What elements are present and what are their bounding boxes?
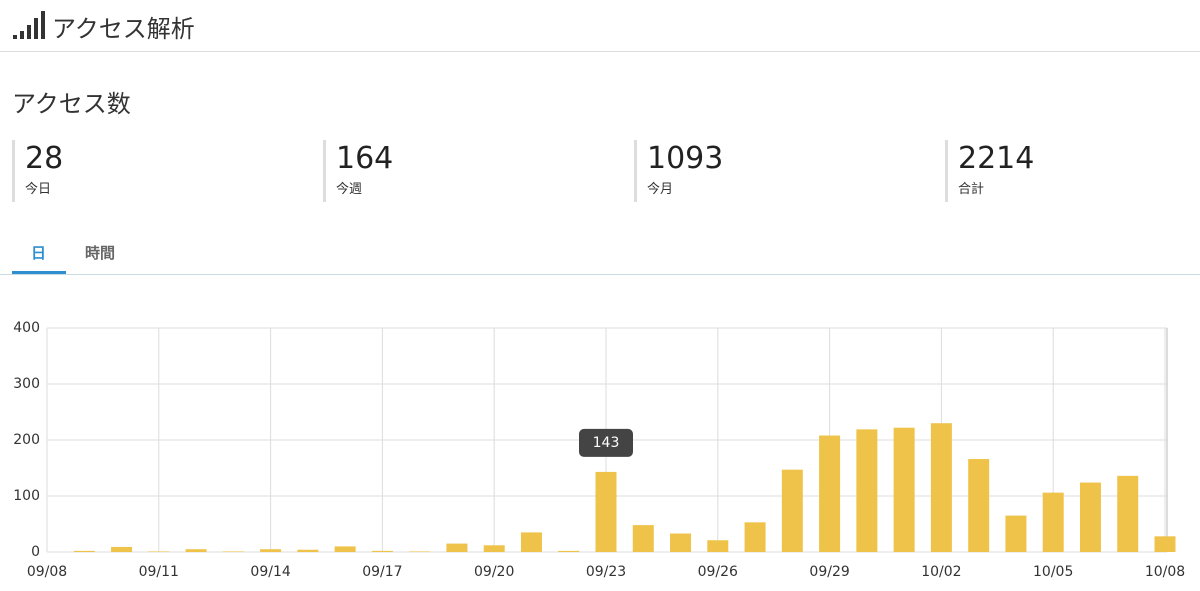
y-tick-label: 400 [13, 320, 40, 336]
y-tick-label: 100 [13, 488, 40, 504]
bar [1079, 482, 1101, 552]
stat-value: 2214 [958, 141, 1035, 176]
x-tick-label: 10/08 [1145, 564, 1185, 580]
bar [409, 551, 431, 552]
bar [558, 550, 580, 552]
stat: 28 今日 [12, 140, 63, 202]
section-title: アクセス数 [12, 90, 131, 118]
stat-label: 今日 [25, 182, 52, 197]
tab[interactable]: 時間 [85, 244, 116, 262]
stat: 164 今週 [323, 140, 393, 202]
tooltip-text: 143 [593, 435, 620, 451]
stat-value: 164 [336, 141, 394, 176]
bar [856, 429, 878, 552]
bar [334, 546, 356, 552]
bar [1042, 492, 1064, 552]
bar [520, 532, 542, 552]
stat: 1093 今月 [634, 140, 723, 202]
bar [260, 549, 282, 552]
bar [968, 459, 990, 552]
bar [670, 533, 692, 552]
x-tick-label: 10/02 [921, 564, 961, 580]
x-tick-label: 10/05 [1033, 564, 1073, 580]
tab-divider [0, 274, 1200, 275]
y-tick-label: 300 [13, 376, 40, 392]
bar [707, 540, 729, 552]
x-tick-label: 09/26 [698, 564, 738, 580]
bar [1117, 475, 1139, 552]
bar [1005, 515, 1027, 552]
bar [930, 423, 952, 552]
bar [73, 550, 95, 552]
page-title: アクセス解析 [52, 14, 195, 43]
bar [1154, 536, 1176, 552]
x-tick-label: 09/20 [474, 564, 514, 580]
bar [297, 549, 319, 552]
bar [185, 549, 207, 552]
header: アクセス解析 [12, 6, 195, 46]
tooltip [579, 428, 633, 457]
bar [483, 545, 505, 552]
y-tick-label: 200 [13, 432, 40, 448]
bar [819, 435, 841, 552]
x-tick-label: 09/23 [586, 564, 626, 580]
stat-value: 28 [25, 141, 64, 176]
icon [13, 11, 45, 39]
x-tick-label: 09/11 [139, 564, 179, 580]
bar [371, 550, 393, 552]
bar [781, 469, 803, 552]
x-tick-label: 09/17 [362, 564, 402, 580]
stat-value: 1093 [647, 141, 724, 176]
bar [222, 551, 244, 552]
bar [893, 427, 915, 552]
bar [744, 522, 766, 552]
stat-label: 今月 [647, 182, 674, 197]
x-tick-label: 09/08 [27, 564, 67, 580]
y-tick-label: 0 [31, 544, 40, 560]
stat-label: 今週 [336, 182, 363, 197]
bar [148, 551, 170, 552]
stat: 2214 合計 [945, 140, 1034, 202]
bar [632, 525, 654, 552]
tab[interactable]: 日 [31, 244, 47, 262]
x-tick-label: 09/14 [250, 564, 290, 580]
x-tick-label: 09/29 [809, 564, 849, 580]
bar [595, 471, 617, 552]
divider [0, 51, 1200, 52]
bar [111, 546, 133, 552]
bar [446, 543, 468, 552]
stat-label: 合計 [958, 182, 985, 197]
tab-indicator [12, 271, 66, 274]
